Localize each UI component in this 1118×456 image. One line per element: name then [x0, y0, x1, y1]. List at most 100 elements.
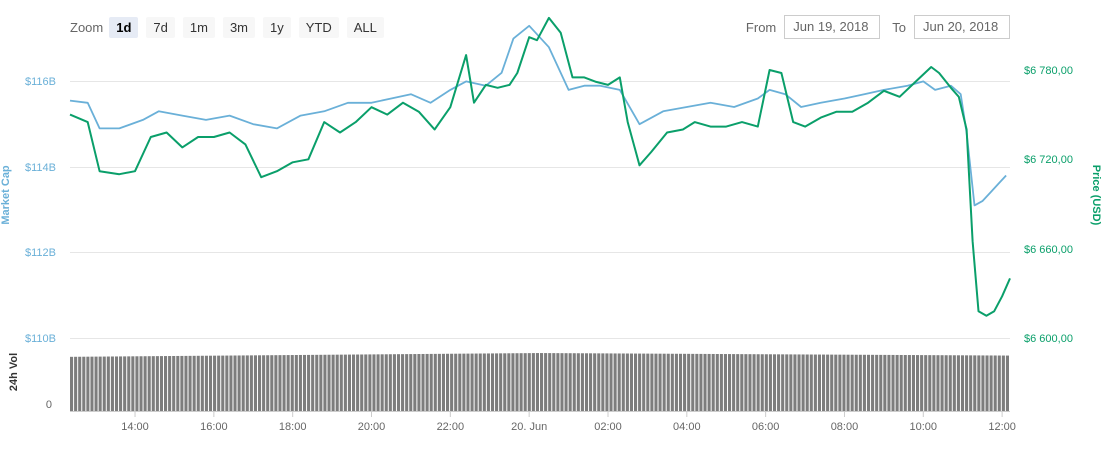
- zoom-button-1d[interactable]: 1d: [109, 16, 139, 38]
- volume-bar: [531, 353, 535, 411]
- volume-bar: [454, 353, 458, 411]
- volume-bar: [670, 353, 674, 411]
- volume-bar: [94, 356, 98, 411]
- volume-bars: [70, 353, 1009, 411]
- from-date-input[interactable]: Jun 19, 2018: [784, 15, 881, 39]
- volume-bar: [956, 355, 960, 411]
- volume-bar: [981, 355, 985, 411]
- volume-bar: [482, 353, 486, 411]
- volume-bar: [396, 354, 401, 411]
- volume-bar: [683, 353, 687, 411]
- zoom-label: Zoom: [70, 19, 104, 35]
- volume-bar: [180, 355, 184, 411]
- volume-bar: [834, 354, 838, 411]
- volume-bar: [601, 353, 605, 411]
- volume-bar: [589, 353, 593, 411]
- volume-bar: [793, 354, 797, 411]
- volume-bar: [711, 353, 715, 411]
- volume-bar: [446, 353, 450, 411]
- volume-bar: [86, 356, 90, 411]
- volume-bar: [343, 354, 347, 411]
- volume-bar: [944, 355, 948, 411]
- zoom-button-1y[interactable]: 1y: [263, 16, 291, 38]
- zoom-button-3m[interactable]: 3m: [222, 16, 255, 38]
- volume-bar: [580, 353, 584, 411]
- volume-bar: [123, 356, 127, 411]
- x-axis-tick: 18:00: [279, 421, 307, 433]
- x-axis-tick: 10:00: [910, 421, 938, 433]
- volume-bar: [887, 354, 891, 411]
- volume-bar: [302, 354, 307, 411]
- volume-bar: [78, 356, 82, 411]
- right-axis-tick: $6 720,00: [1024, 154, 1073, 166]
- volume-bar: [486, 353, 490, 411]
- volume-bar: [237, 355, 241, 411]
- right-axis-tick: $6 600,00: [1024, 333, 1073, 345]
- volume-bar: [728, 354, 732, 411]
- volume-bar: [172, 355, 176, 411]
- zoom-toolbar: Zoom 1d 7d 1m 3m 1y YTD ALL: [70, 15, 392, 39]
- volume-bar: [151, 356, 155, 411]
- volume-bar: [143, 356, 147, 411]
- volume-bar: [687, 353, 691, 411]
- volume-bar: [613, 353, 617, 411]
- volume-bar: [347, 354, 351, 411]
- volume-bar: [503, 353, 507, 411]
- zoom-button-7d[interactable]: 7d: [146, 16, 175, 38]
- volume-bar: [401, 354, 405, 411]
- volume-bar: [642, 353, 646, 411]
- volume-bar: [204, 355, 208, 411]
- volume-bar: [646, 353, 650, 411]
- volume-bar: [335, 354, 339, 411]
- volume-bar: [593, 353, 597, 411]
- volume-bar: [617, 353, 621, 411]
- zoom-button-all[interactable]: ALL: [346, 16, 384, 38]
- volume-bar: [797, 354, 801, 411]
- volume-bar: [572, 353, 576, 411]
- volume-bar: [110, 356, 114, 411]
- volume-bar: [552, 353, 556, 411]
- volume-bar: [131, 356, 135, 411]
- volume-bar: [973, 355, 977, 411]
- volume-bar: [298, 354, 302, 411]
- volume-bar: [319, 354, 323, 411]
- volume-bar: [817, 354, 821, 411]
- x-axis-tick: 02:00: [594, 421, 622, 433]
- volume-bar: [638, 353, 642, 411]
- volume-bar: [989, 355, 993, 411]
- volume-bar: [519, 353, 523, 411]
- volume-bar: [495, 353, 499, 411]
- volume-bar: [678, 353, 683, 411]
- volume-bar: [441, 353, 445, 411]
- volume-bar: [266, 355, 270, 411]
- volume-bar: [674, 353, 678, 411]
- volume-bar: [662, 353, 666, 411]
- volume-bar: [135, 356, 139, 411]
- volume-bar: [654, 353, 658, 411]
- volume-bar: [155, 356, 159, 411]
- volume-bar: [629, 353, 633, 411]
- volume-bar: [176, 355, 180, 411]
- volume-bar: [985, 355, 989, 411]
- volume-bar: [139, 356, 143, 411]
- volume-bar: [777, 354, 781, 411]
- volume-bar: [384, 354, 388, 411]
- volume-bar: [813, 354, 817, 411]
- volume-bar: [106, 356, 110, 411]
- grid-lines: [70, 81, 1010, 412]
- zoom-button-1m[interactable]: 1m: [182, 16, 215, 38]
- zoom-button-ytd[interactable]: YTD: [298, 16, 339, 38]
- x-axis-tick: 06:00: [752, 421, 780, 433]
- volume-bar: [307, 354, 311, 411]
- volume-bar: [278, 355, 282, 411]
- to-date-input[interactable]: Jun 20, 2018: [914, 15, 1010, 39]
- volume-bar: [323, 354, 327, 411]
- volume-bar: [466, 353, 470, 411]
- volume-bar: [294, 355, 298, 411]
- market-cap-line: [69, 24, 1007, 207]
- volume-bar: [911, 355, 915, 411]
- volume-bar: [331, 354, 335, 411]
- right-axis-tick: $6 660,00: [1024, 244, 1073, 256]
- volume-bar: [70, 356, 74, 411]
- volume-bar: [789, 354, 793, 411]
